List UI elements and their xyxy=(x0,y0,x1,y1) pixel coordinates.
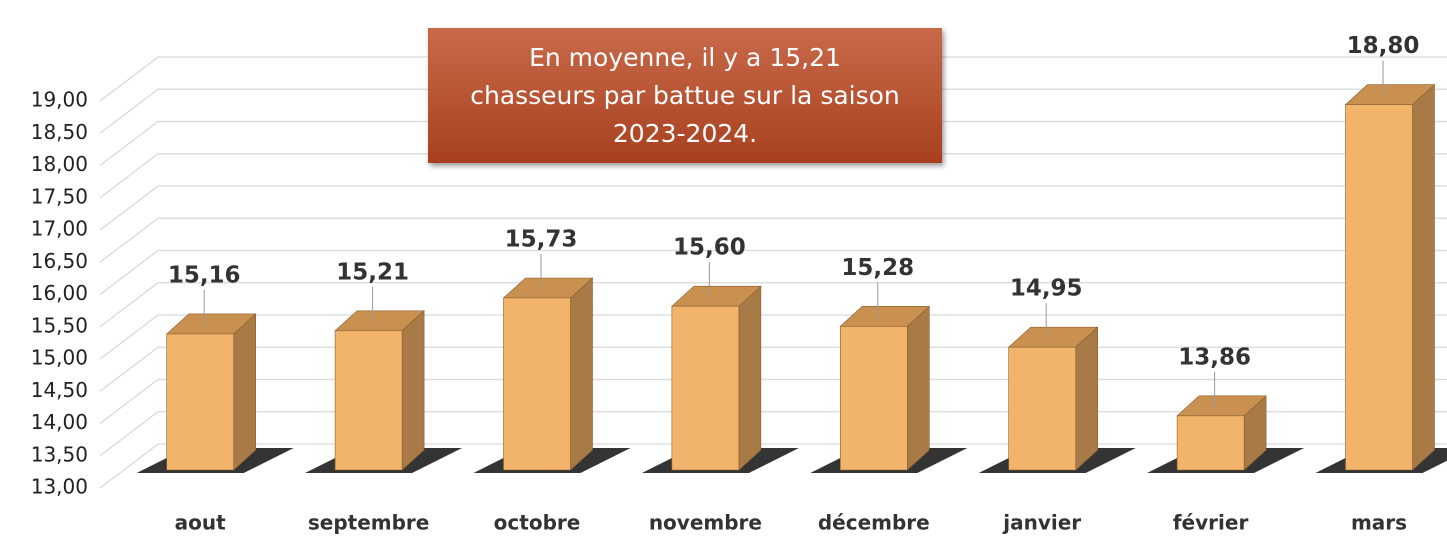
annotation: En moyenne, il y a 15,21 chasseurs par b… xyxy=(428,28,942,163)
value-label: 13,86 xyxy=(1178,344,1251,370)
grid-line xyxy=(99,153,1447,199)
y-tick-label: 15,00 xyxy=(31,346,88,370)
bar-front xyxy=(1345,104,1413,471)
y-tick-label: 19,00 xyxy=(31,88,88,112)
bar xyxy=(671,285,762,471)
bar-front xyxy=(503,297,571,471)
bar-side xyxy=(738,285,762,471)
bar xyxy=(1176,395,1267,471)
grid-line xyxy=(99,217,1447,263)
value-label: 15,73 xyxy=(505,227,578,253)
y-tick-label: 13,50 xyxy=(31,442,88,466)
y-tick-label: 16,00 xyxy=(31,281,88,305)
value-label: 15,28 xyxy=(841,255,914,281)
grid-line xyxy=(99,314,1447,360)
y-tick-label: 14,00 xyxy=(31,410,88,434)
bar-side xyxy=(906,305,930,471)
x-tick-label: novembre xyxy=(649,511,762,535)
grid-line xyxy=(99,249,1447,296)
y-tick-label: 13,00 xyxy=(31,475,88,499)
x-tick-label: aout xyxy=(175,511,226,535)
bar xyxy=(1007,326,1099,471)
grid-line xyxy=(99,120,1447,167)
x-tick-label: octobre xyxy=(494,511,581,535)
x-tick-label: janvier xyxy=(1002,511,1081,535)
x-tick-label: décembre xyxy=(818,511,930,535)
grid-line xyxy=(99,185,1447,231)
x-tick-label: mars xyxy=(1351,511,1407,535)
value-label: 15,60 xyxy=(673,235,746,261)
bar-front xyxy=(334,330,403,471)
grid-line xyxy=(99,282,1447,328)
bar-side xyxy=(233,313,256,471)
x-tick-label: septembre xyxy=(308,511,430,535)
grid-line xyxy=(99,88,1447,134)
bar-side xyxy=(401,310,425,471)
y-tick-label: 16,50 xyxy=(31,249,88,273)
bar-front xyxy=(671,305,740,471)
bar-front xyxy=(1008,346,1076,471)
bar-side xyxy=(1075,326,1098,471)
bar-front xyxy=(1176,415,1245,471)
x-tick-label: février xyxy=(1173,511,1249,535)
bar-front xyxy=(839,326,908,471)
bar xyxy=(502,277,594,471)
bar-side xyxy=(570,277,593,471)
y-tick-label: 17,00 xyxy=(31,217,88,241)
value-label: 18,80 xyxy=(1347,33,1420,59)
grid-line xyxy=(99,56,1447,102)
y-tick-label: 18,00 xyxy=(31,152,88,176)
bar-front xyxy=(166,333,234,471)
y-tick-label: 18,50 xyxy=(31,120,88,144)
y-tick-label: 15,50 xyxy=(31,313,88,337)
bar xyxy=(334,310,425,471)
bar xyxy=(839,305,931,471)
bar xyxy=(165,313,257,471)
value-label: 14,95 xyxy=(1010,276,1083,302)
value-label: 15,21 xyxy=(336,259,409,285)
bar-side xyxy=(1412,83,1435,471)
y-tick-label: 14,50 xyxy=(31,378,88,402)
y-tick-label: 17,50 xyxy=(31,184,88,208)
bar xyxy=(1344,83,1436,471)
value-label: 15,16 xyxy=(168,262,241,288)
